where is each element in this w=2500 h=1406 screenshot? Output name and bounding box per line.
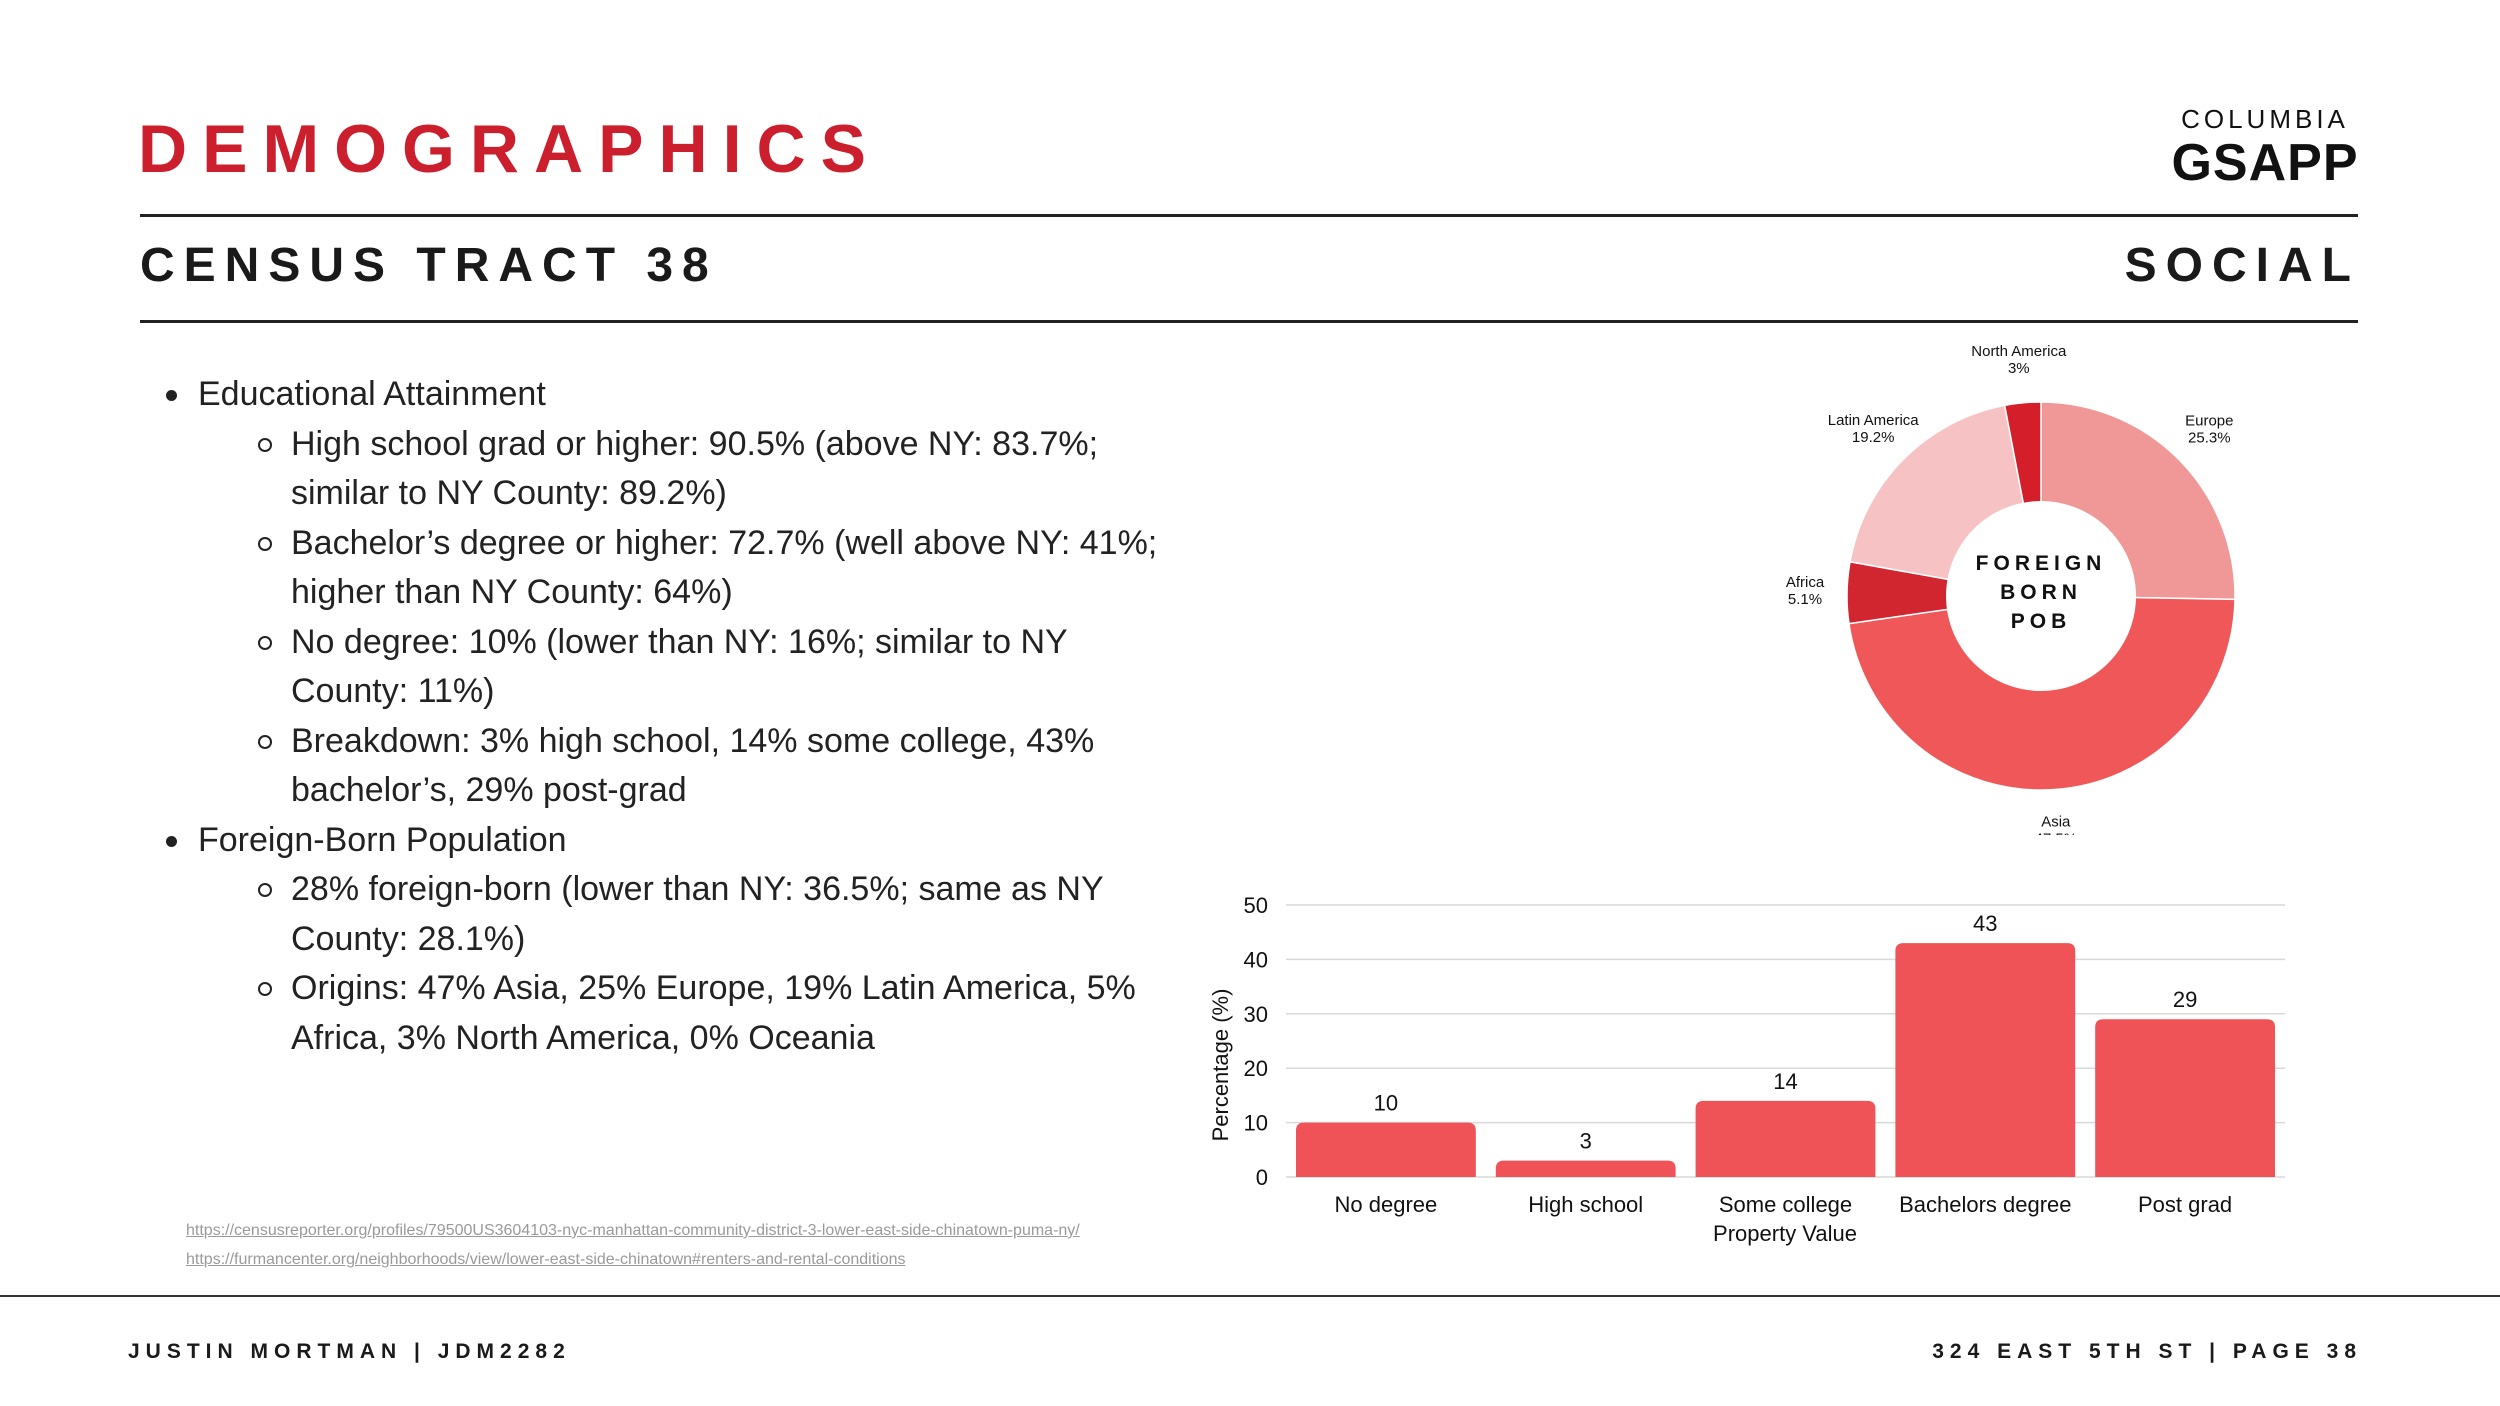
sub-bullet: Bachelor’s degree or higher: 72.7% (well… (198, 519, 1170, 618)
pie-label: Asia (2041, 814, 2071, 831)
donut-hole (1946, 501, 2136, 691)
pie-pct-label: 19.2% (1852, 429, 1895, 446)
bar-high-school (1495, 1160, 1676, 1177)
pie-pct-label: 3% (2008, 360, 2030, 377)
pie-slice-asia (1848, 595, 2236, 791)
x-tick-label: Some college (1719, 1192, 1852, 1217)
donut-center-label: POB (2011, 610, 2072, 633)
bar-bachelors-degree (1895, 943, 2076, 1177)
bullet-label: Foreign-Born Population (198, 820, 567, 859)
pie-pct-label: 5.1% (1788, 591, 1822, 608)
bar-value-label: 43 (1973, 911, 1997, 936)
pie-label: Europe (2185, 413, 2233, 430)
pie-label: Latin America (1828, 412, 1920, 429)
y-tick-label: 20 (1244, 1056, 1268, 1081)
section-category: SOCIAL (2124, 239, 2360, 292)
pie-pct-label: 25.3% (2188, 430, 2231, 447)
pie-label: North America (1971, 345, 2067, 360)
bullet-educational-attainment: Educational Attainment High school grad … (160, 370, 1170, 816)
y-tick-label: 40 (1244, 947, 1268, 972)
bullet-list: Educational Attainment High school grad … (160, 370, 1170, 1063)
top-divider (140, 214, 2358, 217)
footer-author: JUSTIN MORTMAN | JDM2282 (128, 1340, 571, 1363)
pie-label: Africa (1786, 574, 1825, 591)
donut-center-label: FOREIGN (1976, 552, 2107, 575)
bullet-label: Educational Attainment (198, 375, 546, 413)
bar-value-label: 14 (1773, 1069, 1797, 1094)
bar-value-label: 29 (2173, 987, 2197, 1012)
x-tick-label: No degree (1335, 1192, 1438, 1217)
sub-bullet: 28% foreign-born (lower than NY: 36.5%; … (198, 865, 1170, 964)
bar-value-label: 10 (1374, 1091, 1398, 1116)
source-link[interactable]: https://censusreporter.org/profiles/7950… (186, 1222, 1080, 1239)
x-tick-label: Post grad (2138, 1192, 2232, 1217)
footer-page-info: 324 EAST 5TH ST | PAGE 38 (1932, 1340, 2362, 1363)
x-tick-label: Bachelors degree (1899, 1192, 2071, 1217)
y-tick-label: 10 (1244, 1111, 1268, 1136)
bar-post-grad (2095, 1019, 2276, 1177)
sub-bullet: No degree: 10% (lower than NY: 16%; simi… (198, 618, 1170, 717)
gsapp-logo: COLUMBIA GSAPP (2160, 104, 2370, 189)
pie-pct-label: 47.5% (2035, 831, 2078, 836)
section-subtitle: CENSUS TRACT 38 (140, 239, 718, 292)
x-axis-title: Property Value (1713, 1221, 1857, 1246)
sub-bullet: Origins: 47% Asia, 25% Europe, 19% Latin… (198, 964, 1170, 1063)
logo-columbia-text: COLUMBIA (2181, 104, 2349, 134)
source-link[interactable]: https://furmancenter.org/neighborhoods/v… (186, 1251, 906, 1268)
y-axis-title: Percentage (%) (1208, 989, 1233, 1142)
logo-gsapp-text: GSAPP (2171, 134, 2359, 192)
sub-bullet: High school grad or higher: 90.5% (above… (198, 420, 1170, 519)
donut-center-label: BORN (2000, 581, 2082, 604)
y-tick-label: 50 (1244, 893, 1268, 918)
bar-no-degree (1295, 1122, 1476, 1177)
y-tick-label: 30 (1244, 1002, 1268, 1027)
bullet-foreign-born-population: Foreign-Born Population 28% foreign-born… (160, 816, 1170, 1064)
y-tick-label: 0 (1256, 1165, 1268, 1190)
bar-value-label: 3 (1580, 1129, 1592, 1154)
education-bar-chart: 0 10 20 30 40 50 10 3 14 43 29 No degree High scho… (1208, 893, 2285, 1246)
page-title: DEMOGRAPHICS (138, 111, 881, 187)
sub-bullet: Breakdown: 3% high school, 14% some coll… (198, 717, 1170, 816)
footer-divider (0, 1295, 2500, 1297)
subtitle-divider (140, 320, 2358, 323)
x-tick-label: High school (1528, 1192, 1643, 1217)
bar-some-college (1695, 1100, 1876, 1177)
